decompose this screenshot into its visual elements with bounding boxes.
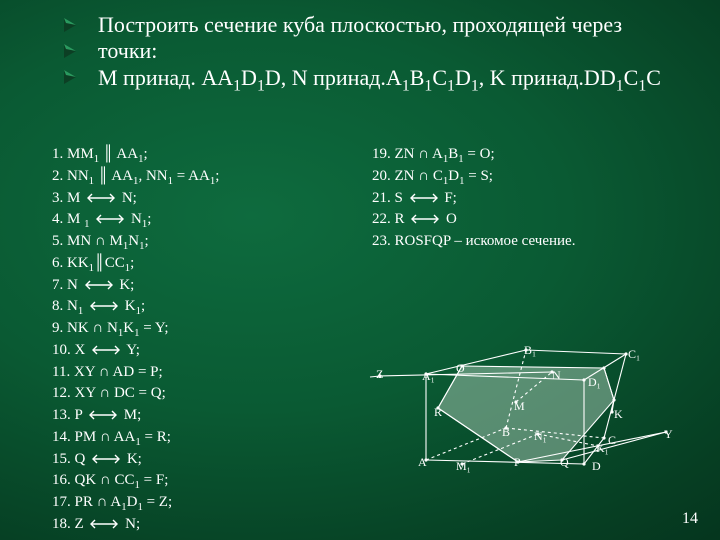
step-line: 18. Z N; [52,514,219,536]
bullet-1 [62,16,80,40]
svg-text:P: P [514,455,521,469]
step-line: 20. ZN ∩ C1D1 = S; [372,166,575,188]
svg-text:M: M [514,399,525,413]
svg-text:O: O [456,361,465,375]
heading-line1: Построить сечение куба плоскостью, прохо… [98,12,698,38]
step-line: 10. X Y; [52,340,219,362]
step-line: 22. R O [372,209,575,231]
svg-text:R: R [434,405,442,419]
step-line: 6. KK1║CC1; [52,253,219,275]
svg-text:Y: Y [664,427,673,441]
step-line: 16. QK ∩ CC1 = F; [52,470,219,492]
step-line: 4. M 1 N1; [52,209,219,231]
heading-line3: М принад. AA1D1D, N принад.A1B1C1D1, K п… [98,65,698,91]
steps-left: 1. MM1 ║ AA1;2. NN1 ║ AA1, NN1 = AA1;3. … [52,144,219,536]
step-line: 14. PM ∩ AA1 = R; [52,427,219,449]
bullet-2 [62,42,80,66]
svg-text:M₁: M₁ [456,459,471,473]
svg-text:K₁: K₁ [596,441,609,455]
steps-right: 19. ZN ∩ A1B1 = O;20. ZN ∩ C1D1 = S;21. … [372,144,575,253]
step-line: 9. NK ∩ N1K1 = Y; [52,318,219,340]
heading: Построить сечение куба плоскостью, прохо… [98,12,698,91]
step-line: 17. PR ∩ A1D1 = Z; [52,492,219,514]
page-number: 14 [682,510,698,528]
step-line: 8. N1 K1; [52,296,219,318]
svg-text:B₁: B₁ [524,343,536,357]
step-line: 19. ZN ∩ A1B1 = O; [372,144,575,166]
step-line: 11. XY ∩ AD = P; [52,362,219,384]
svg-text:K: K [614,407,623,421]
svg-text:N₁: N₁ [534,429,547,443]
svg-text:C: C [608,433,616,447]
svg-text:D: D [592,459,601,473]
step-line: 1. MM1 ║ AA1; [52,144,219,166]
step-line: 23. ROSFQP – искомое сечение. [372,231,575,253]
step-line: 12. XY ∩ DC = Q; [52,383,219,405]
step-line: 21. S F; [372,188,575,210]
heading-line2: точки: [98,38,698,64]
svg-text:Q: Q [560,455,569,469]
svg-text:A₁: A₁ [422,369,435,383]
step-line: 2. NN1 ║ AA1, NN1 = AA1; [52,166,219,188]
svg-text:B: B [502,425,510,439]
svg-text:N: N [552,368,561,382]
step-line: 3. M N; [52,188,219,210]
bullet-3 [62,68,80,92]
step-line: 5. MN ∩ M1N1; [52,231,219,253]
svg-text:C₁: C₁ [628,347,640,361]
step-line: 7. N K; [52,275,219,297]
svg-text:Z: Z [376,367,383,381]
step-line: 13. P M; [52,405,219,427]
cube-diagram: Z A₁ O B₁ N C₁ D₁ M R K B N₁ CK₁ Y A M₁ P Q D [356,288,696,498]
svg-text:A: A [418,455,427,469]
step-line: 15. Q K; [52,449,219,471]
svg-text:D₁: D₁ [588,375,601,389]
